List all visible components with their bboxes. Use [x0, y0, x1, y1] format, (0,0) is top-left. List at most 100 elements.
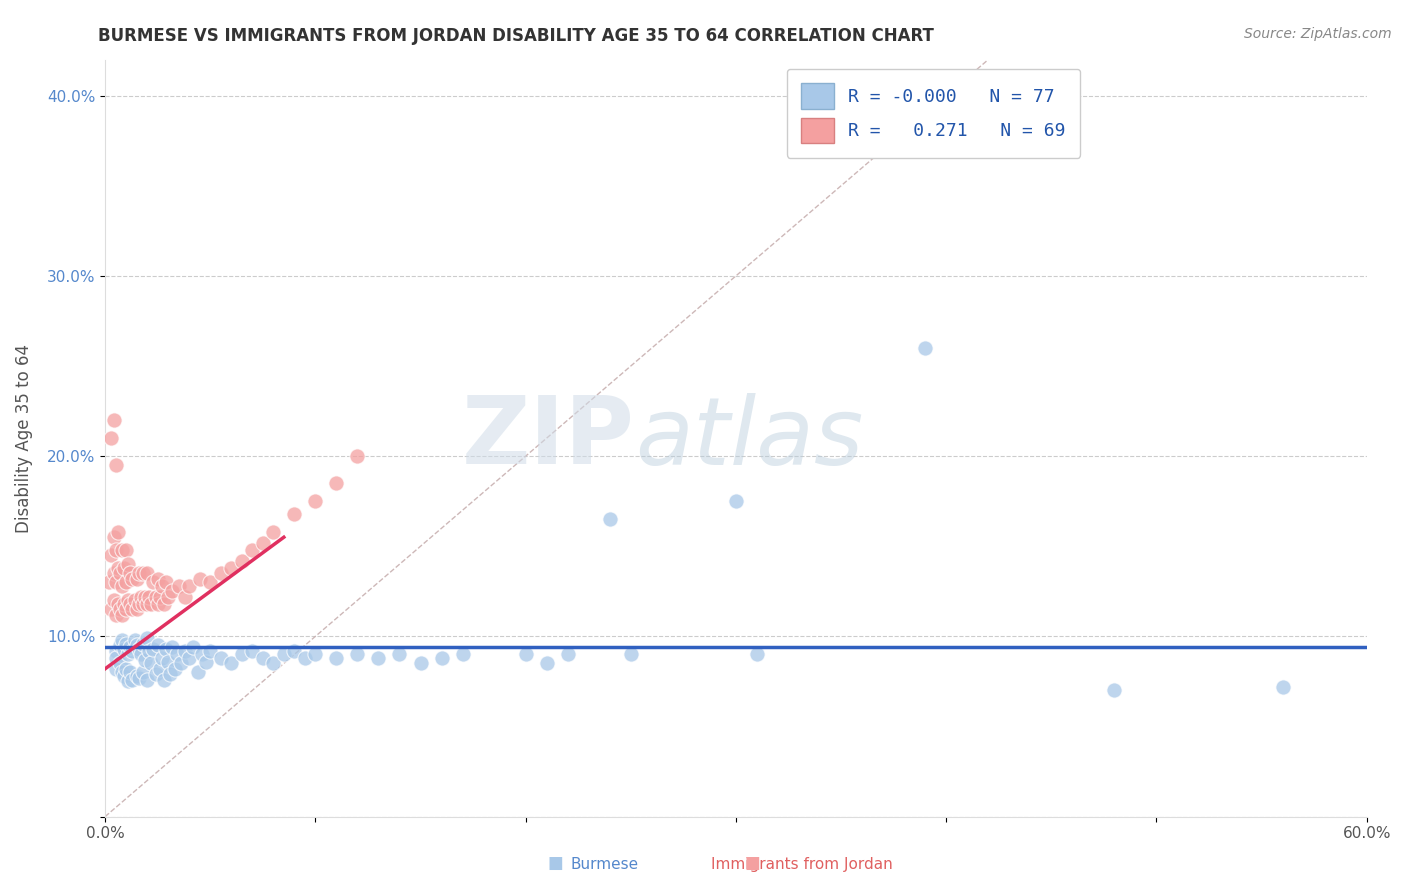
Point: [170, 657, 193, 671]
Point: [252, 535, 274, 549]
Point: [157, 655, 180, 669]
Point: [262, 657, 284, 671]
Point: [219, 561, 242, 575]
Point: [252, 651, 274, 665]
Point: [146, 639, 169, 653]
Point: [240, 644, 263, 658]
Point: [129, 590, 152, 604]
Point: [240, 542, 263, 557]
Point: [117, 674, 139, 689]
Point: [283, 507, 305, 521]
Point: [325, 476, 347, 491]
Point: [136, 597, 159, 611]
Point: [409, 657, 432, 671]
Point: [104, 575, 127, 590]
Point: [132, 597, 155, 611]
Point: [117, 648, 139, 662]
Point: [111, 665, 134, 680]
Point: [150, 651, 173, 665]
Y-axis label: Disability Age 35 to 64: Disability Age 35 to 64: [15, 343, 32, 533]
Point: [209, 566, 232, 581]
Point: [117, 593, 139, 607]
Text: atlas: atlas: [636, 392, 863, 483]
Text: Source: ZipAtlas.com: Source: ZipAtlas.com: [1244, 27, 1392, 41]
Point: [149, 590, 172, 604]
Point: [107, 561, 129, 575]
Point: [134, 590, 156, 604]
Point: [153, 673, 176, 687]
Point: [108, 602, 131, 616]
Point: [515, 648, 537, 662]
Point: [188, 572, 211, 586]
Point: [142, 575, 165, 590]
Text: ■: ■: [744, 855, 761, 872]
Point: [145, 667, 167, 681]
Point: [167, 579, 190, 593]
Point: [125, 639, 148, 653]
Point: [430, 651, 453, 665]
Point: [128, 642, 150, 657]
Point: [111, 607, 134, 622]
Point: [141, 597, 163, 611]
Point: [219, 657, 242, 671]
Point: [132, 665, 155, 680]
Point: [162, 640, 184, 655]
Point: [325, 651, 347, 665]
Point: [745, 648, 768, 662]
Point: [283, 644, 305, 658]
Point: [136, 566, 159, 581]
Point: [117, 558, 139, 572]
Point: [100, 431, 122, 445]
Point: [104, 662, 127, 676]
Point: [115, 575, 138, 590]
Point: [183, 640, 205, 655]
Point: [100, 548, 122, 562]
Point: [346, 449, 368, 463]
Point: [112, 597, 135, 611]
Point: [108, 639, 131, 653]
Point: [103, 530, 125, 544]
Point: [121, 602, 143, 616]
Point: [174, 644, 197, 658]
Point: [536, 657, 558, 671]
Point: [195, 655, 218, 669]
Point: [120, 597, 142, 611]
Point: [149, 662, 172, 676]
Point: [138, 590, 160, 604]
Point: [100, 602, 122, 616]
Point: [121, 644, 143, 658]
Point: [132, 636, 155, 650]
Point: [115, 662, 138, 676]
Point: [157, 590, 180, 604]
Point: [120, 665, 142, 680]
Point: [103, 566, 125, 581]
Point: [107, 597, 129, 611]
Point: [146, 597, 169, 611]
Point: [155, 642, 177, 657]
Point: [104, 542, 127, 557]
Point: [103, 413, 125, 427]
Point: [121, 572, 143, 586]
Point: [104, 644, 127, 658]
Text: Burmese: Burmese: [571, 857, 638, 872]
Point: [200, 575, 222, 590]
Point: [451, 648, 474, 662]
Point: [125, 572, 148, 586]
Point: [111, 579, 134, 593]
Text: Immigrants from Jordan: Immigrants from Jordan: [710, 857, 893, 872]
Point: [136, 631, 159, 645]
Point: [136, 673, 159, 687]
Point: [108, 566, 131, 581]
Point: [111, 542, 134, 557]
Legend: R = -0.000   N = 77, R =   0.271   N = 69: R = -0.000 N = 77, R = 0.271 N = 69: [787, 69, 1080, 158]
Text: ■: ■: [547, 855, 564, 872]
Point: [128, 566, 150, 581]
Point: [104, 651, 127, 665]
Point: [346, 648, 368, 662]
Point: [179, 579, 201, 593]
Point: [724, 494, 747, 508]
Text: BURMESE VS IMMIGRANTS FROM JORDAN DISABILITY AGE 35 TO 64 CORRELATION CHART: BURMESE VS IMMIGRANTS FROM JORDAN DISABI…: [98, 27, 935, 45]
Point: [557, 648, 579, 662]
Point: [104, 458, 127, 472]
Point: [124, 593, 146, 607]
